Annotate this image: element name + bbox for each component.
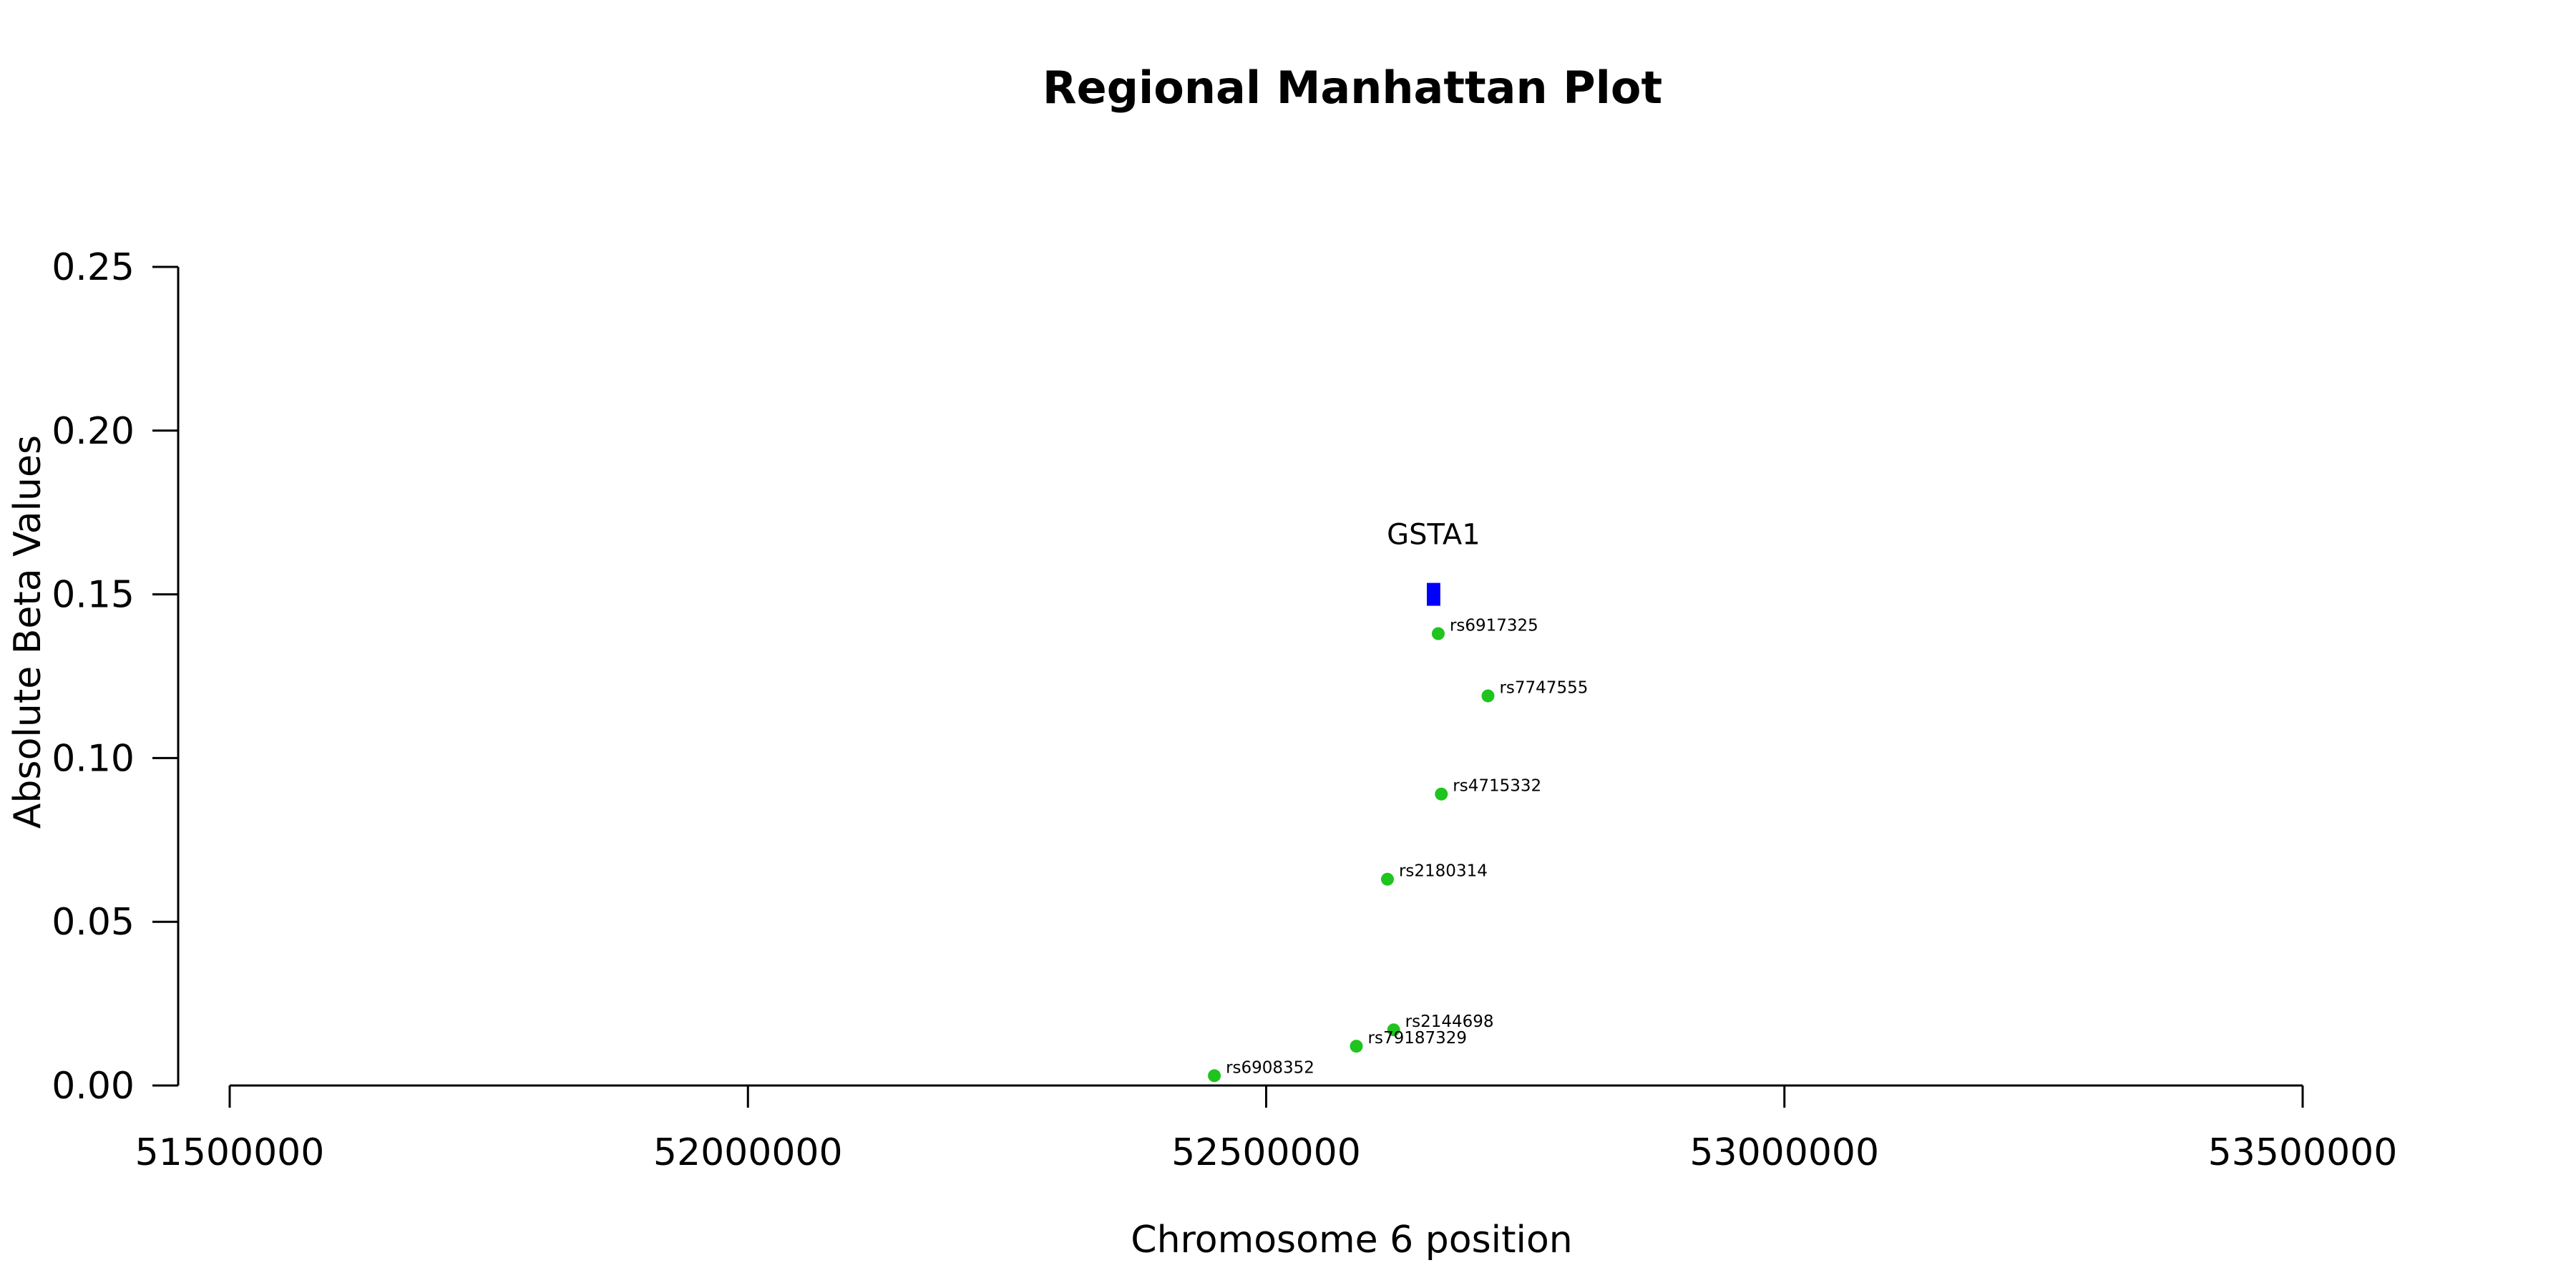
x-axis: 51500000 52000000 52500000 53000000 53500000 [135,1084,2398,1174]
snp-point [1481,689,1495,703]
y-tick-label: 0.10 [52,737,135,780]
chart-title: Regional Manhattan Plot [1043,62,1662,114]
snp-label: rs7747555 [1499,678,1588,697]
y-tick-label: 0.20 [52,410,135,453]
gene-label: GSTA1 [1387,519,1480,552]
snp-label: rs2144698 [1405,1013,1494,1031]
y-tick-label: 0.00 [52,1065,135,1108]
x-tick-label: 52000000 [653,1131,843,1174]
gene-marker [1427,582,1440,606]
y-axis-ticks: 0.00 0.05 0.10 0.15 0.20 0.25 [52,246,178,1108]
snp-point [1431,627,1445,640]
x-axis-label: Chromosome 6 position [1131,1219,1572,1262]
y-axis: 0.00 0.05 0.10 0.15 0.20 0.25 [52,246,180,1108]
x-axis-ticks: 51500000 52000000 52500000 53000000 53500000 [135,1085,2398,1174]
snp-label: rs6917325 [1450,617,1538,635]
x-tick-label: 51500000 [135,1131,325,1174]
snp-point [1387,1023,1400,1037]
y-tick-label: 0.05 [52,901,135,944]
x-tick-label: 53500000 [2208,1131,2398,1174]
x-tick-label: 53000000 [1689,1131,1879,1174]
snp-point [1380,872,1394,886]
y-tick-label: 0.25 [52,246,135,289]
snp-label: rs4715332 [1453,777,1541,796]
snp-label: rs2180314 [1399,862,1488,881]
y-tick-label: 0.15 [52,574,135,617]
x-tick-label: 52500000 [1171,1131,1361,1174]
snp-point [1435,787,1448,801]
snp-point [1350,1040,1363,1053]
y-axis-label: Absolute Beta Values [6,435,49,829]
plot-area: GSTA1 rs6917325 rs7747555 rs4715332 rs218031… [1208,519,1588,1083]
snp-point [1208,1069,1221,1083]
snp-label: rs79187329 [1368,1029,1468,1048]
snp-label: rs6908352 [1226,1058,1314,1077]
